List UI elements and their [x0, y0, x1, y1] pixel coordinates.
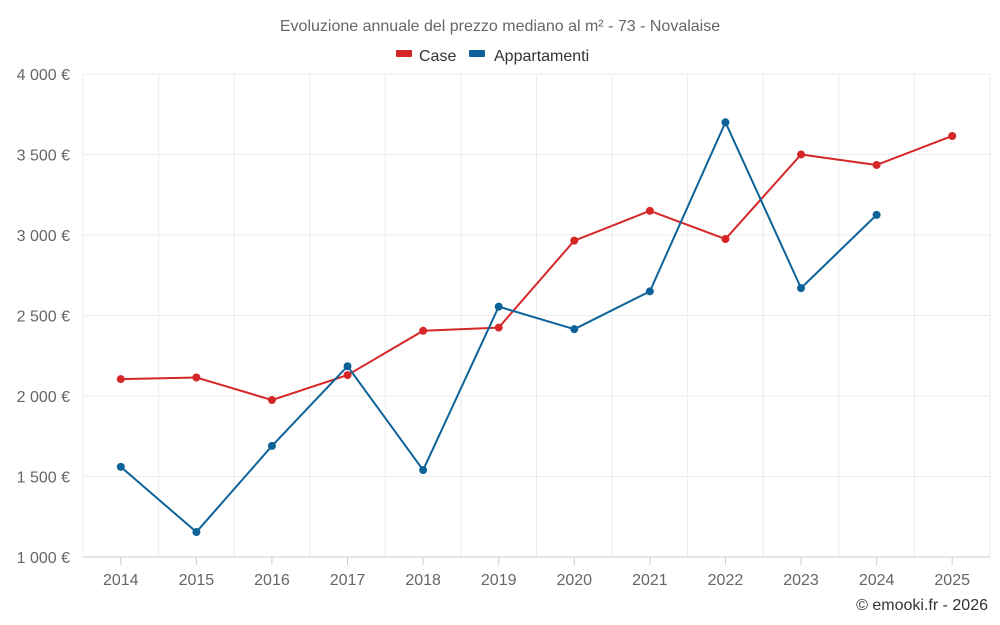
- x-tick-label: 2014: [103, 572, 139, 589]
- y-tick-label: 1 500 €: [17, 470, 70, 487]
- point-appartamenti-2018[interactable]: [419, 466, 428, 475]
- x-tick-label: 2018: [405, 572, 441, 589]
- x-tick-label: 2015: [179, 572, 215, 589]
- x-tick-label: 2022: [708, 572, 744, 589]
- point-appartamenti-2021[interactable]: [645, 287, 654, 296]
- y-tick-label: 3 000 €: [17, 228, 70, 245]
- y-tick-label: 2 000 €: [17, 389, 70, 406]
- y-tick-label: 1 000 €: [17, 550, 70, 567]
- x-tick-label: 2024: [859, 572, 895, 589]
- x-tick-label: 2020: [556, 572, 592, 589]
- point-appartamenti-2019[interactable]: [494, 302, 503, 311]
- credit-text: © emooki.fr - 2026: [856, 597, 988, 614]
- x-axis: 2014 2015 2016 2017 2018 2019 2020 2021 2022 2023…: [83, 556, 990, 589]
- chart-title: Evoluzione annuale del prezzo mediano al…: [280, 18, 720, 35]
- legend-label-case[interactable]: Case: [419, 48, 456, 65]
- y-tick-label: 4 000 €: [17, 67, 70, 84]
- point-appartamenti-2024[interactable]: [872, 210, 881, 219]
- point-case-2021[interactable]: [645, 206, 654, 215]
- point-case-2018[interactable]: [419, 326, 428, 335]
- x-tick-label: 2021: [632, 572, 668, 589]
- point-case-2023[interactable]: [797, 150, 806, 159]
- legend-swatch-case[interactable]: [396, 50, 412, 57]
- point-case-2017[interactable]: [343, 371, 352, 380]
- point-appartamenti-2022[interactable]: [721, 118, 730, 127]
- y-axis: 1 000 € 1 500 € 2 000 € 2 500 € 3 000 € 3 500…: [17, 67, 70, 567]
- point-case-2019[interactable]: [494, 323, 503, 332]
- x-tick-label: 2017: [330, 572, 366, 589]
- gridlines: [82, 73, 991, 558]
- legend-swatch-appartamenti[interactable]: [469, 50, 485, 57]
- point-appartamenti-2016[interactable]: [267, 441, 276, 450]
- x-tick-label: 2025: [934, 572, 970, 589]
- point-appartamenti-2023[interactable]: [797, 284, 806, 293]
- point-case-2022[interactable]: [721, 235, 730, 244]
- point-appartamenti-2014[interactable]: [116, 462, 125, 471]
- point-case-2016[interactable]: [267, 396, 276, 405]
- line-case: [120, 135, 953, 402]
- legend: Case Appartamenti: [396, 48, 589, 65]
- y-tick-label: 2 500 €: [17, 309, 70, 326]
- point-appartamenti-2020[interactable]: [570, 325, 579, 334]
- point-case-2025[interactable]: [948, 131, 957, 140]
- x-tick-label: 2016: [254, 572, 290, 589]
- series: [116, 118, 957, 537]
- series-case: [116, 131, 957, 405]
- point-case-2024[interactable]: [872, 160, 881, 169]
- point-case-2020[interactable]: [570, 236, 579, 245]
- point-appartamenti-2017[interactable]: [343, 362, 352, 371]
- point-case-2014[interactable]: [116, 375, 125, 384]
- point-case-2015[interactable]: [192, 373, 201, 382]
- series-appartamenti: [116, 118, 881, 537]
- x-tick-label: 2019: [481, 572, 517, 589]
- y-tick-label: 3 500 €: [17, 148, 70, 165]
- legend-label-appartamenti[interactable]: Appartamenti: [494, 48, 589, 65]
- x-tick-label: 2023: [783, 572, 819, 589]
- point-appartamenti-2015[interactable]: [192, 528, 201, 537]
